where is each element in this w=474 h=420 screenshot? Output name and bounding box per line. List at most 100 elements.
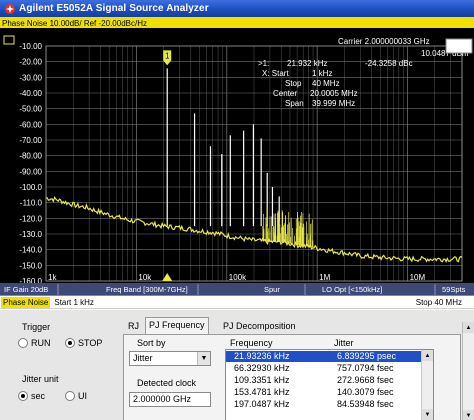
y-tick-label: -90.00 bbox=[19, 167, 42, 176]
window-title: Agilent E5052A Signal Source Analyzer bbox=[19, 3, 209, 14]
y-tick-label: -100.0 bbox=[19, 183, 42, 192]
tab-pj-decomposition[interactable]: PJ Decomposition bbox=[223, 321, 296, 331]
trigger-run-radio[interactable]: RUN bbox=[18, 338, 51, 348]
list-item[interactable]: 21.93236 kHz 6.839295 psec bbox=[226, 351, 421, 362]
measurement-screen[interactable]: Phase Noise 10.00dB/ Ref -20.00dBc/Hz -1… bbox=[0, 17, 474, 295]
readout-value-center: 20.0005 MHz bbox=[310, 89, 358, 98]
list-item-jitter: 6.839295 psec bbox=[337, 351, 397, 361]
x-tick-labels: 1k 10k 100k 1M 10M bbox=[48, 273, 425, 282]
trigger-label: Trigger bbox=[22, 322, 51, 332]
readout-label-center: Center bbox=[273, 89, 297, 98]
pj-frequency-list[interactable]: 21.93236 kHz 6.839295 psec 66.32930 kHz … bbox=[225, 349, 434, 420]
status-if-gain: IF Gain 20dB bbox=[4, 285, 48, 294]
sort-by-label: Sort by bbox=[137, 338, 166, 348]
scale-button[interactable] bbox=[445, 38, 473, 54]
y-tick-label: -110.0 bbox=[20, 199, 43, 208]
panel-scrollbar[interactable]: ▲ ▼ bbox=[462, 322, 474, 420]
list-scrollbar[interactable]: ▲ ▼ bbox=[421, 350, 433, 420]
marker-flag-icon[interactable] bbox=[163, 50, 172, 66]
title-bar: Agilent E5052A Signal Source Analyzer bbox=[0, 0, 474, 17]
x-axis-marker-triangle-icon bbox=[162, 273, 173, 281]
detected-clock-value: 2.000000 GHz bbox=[133, 394, 192, 404]
x-tick-label: 1k bbox=[48, 273, 57, 282]
marker-flag-label: 1 bbox=[165, 51, 170, 60]
readout-value-span: 39.999 MHz bbox=[312, 99, 355, 108]
readout-label-start: X: Start bbox=[262, 69, 289, 78]
y-tick-label: -10.00 bbox=[19, 42, 42, 51]
column-header-frequency: Frequency bbox=[230, 338, 273, 348]
plot-background bbox=[0, 28, 474, 295]
list-item[interactable]: 153.4781 kHz 140.3079 fsec bbox=[226, 387, 421, 398]
y-tick-label: -20.00 bbox=[19, 58, 42, 67]
detected-clock-field: 2.000000 GHz bbox=[129, 392, 211, 407]
status-lo-opt: LO Opt [<150kHz] bbox=[322, 285, 382, 294]
radio-icon bbox=[18, 338, 28, 348]
list-item-jitter: 272.9668 fsec bbox=[337, 375, 394, 385]
x-tick-label: 1M bbox=[319, 273, 330, 282]
readout-value-start: 1 kHz bbox=[312, 69, 332, 78]
trigger-stop-label: STOP bbox=[78, 338, 103, 348]
jitter-panel: Trigger RUN STOP Jitter unit sec UI RJ P… bbox=[0, 309, 474, 420]
readout-label-span: Span bbox=[285, 99, 304, 108]
scroll-down-icon[interactable]: ▼ bbox=[422, 409, 433, 420]
list-item[interactable]: 109.3351 kHz 272.9668 fsec bbox=[226, 375, 421, 386]
noise-trace bbox=[45, 196, 463, 264]
tab-rj[interactable]: RJ bbox=[128, 321, 139, 331]
list-item-jitter: 84.53948 fsec bbox=[337, 399, 394, 409]
jitter-unit-ui-radio[interactable]: UI bbox=[65, 391, 87, 401]
trigger-stop-radio[interactable]: STOP bbox=[65, 338, 102, 348]
scroll-down-icon[interactable]: ▼ bbox=[463, 410, 474, 420]
detected-clock-label: Detected clock bbox=[137, 378, 197, 388]
phase-noise-plot[interactable]: Phase Noise 10.00dB/ Ref -20.00dBc/Hz -1… bbox=[0, 17, 474, 295]
y-tick-label: -120.0 bbox=[19, 214, 42, 223]
scroll-up-icon[interactable]: ▲ bbox=[463, 322, 474, 333]
x-tick-label: 10M bbox=[410, 273, 426, 282]
list-item-frequency: 21.93236 kHz bbox=[234, 351, 290, 361]
noise-trace-fuzz bbox=[262, 208, 314, 248]
tab-pj-frequency[interactable]: PJ Frequency bbox=[145, 317, 209, 334]
scroll-up-icon[interactable]: ▲ bbox=[422, 350, 433, 361]
list-item-jitter: 757.0794 fsec bbox=[337, 363, 394, 373]
trigger-run-label: RUN bbox=[31, 338, 51, 348]
readout-extra-marker: -24.3258 dBc bbox=[365, 59, 413, 68]
y-tick-label: -160.0 bbox=[19, 277, 42, 286]
status-points: 59Spts bbox=[442, 285, 466, 294]
sort-by-select[interactable]: Jitter ▼ bbox=[129, 351, 211, 366]
list-item-frequency: 197.0487 kHz bbox=[234, 399, 290, 409]
y-tick-label: -80.00 bbox=[19, 152, 42, 161]
marker-1[interactable]: 1 bbox=[162, 50, 173, 281]
measurement-name[interactable]: Phase Noise bbox=[1, 296, 51, 308]
sort-by-value: Jitter bbox=[133, 353, 153, 363]
readout-value-marker: 21.932 kHz bbox=[287, 59, 327, 68]
chevron-down-icon: ▼ bbox=[197, 352, 210, 365]
y-tick-label: -40.00 bbox=[19, 89, 42, 98]
readout-label-stop: Stop bbox=[285, 79, 302, 88]
y-tick-label: -60.00 bbox=[19, 120, 42, 129]
start-frequency: Start 1 kHz bbox=[54, 297, 94, 307]
readout-label-marker: >1: bbox=[258, 59, 269, 68]
screen-header-bar bbox=[0, 17, 474, 28]
status-freq-band: Freq Band [300M-7GHz] bbox=[106, 285, 188, 294]
column-header-jitter: Jitter bbox=[334, 338, 354, 348]
status-spur: Spur bbox=[264, 285, 280, 294]
list-item-frequency: 153.4781 kHz bbox=[234, 387, 290, 397]
list-item-frequency: 109.3351 kHz bbox=[234, 375, 290, 385]
x-tick-label: 10k bbox=[138, 273, 152, 282]
spur-lines bbox=[166, 68, 280, 227]
carrier-level: 10.0487 dBm bbox=[421, 49, 469, 58]
list-item[interactable]: 66.32930 kHz 757.0794 fsec bbox=[226, 363, 421, 374]
jitter-unit-label: Jitter unit bbox=[22, 374, 59, 384]
radio-selected-icon bbox=[65, 338, 75, 348]
trace-indicator-icon bbox=[3, 35, 15, 45]
y-tick-label: -130.0 bbox=[19, 230, 42, 239]
jitter-unit-sec-radio[interactable]: sec bbox=[18, 391, 45, 401]
carrier-readout: Carrier 2.000000033 GHz bbox=[338, 37, 430, 46]
y-tick-label: -30.00 bbox=[19, 73, 42, 82]
jitter-unit-ui-label: UI bbox=[78, 391, 87, 401]
marker-readout: >1: 21.932 kHz -24.3258 dBc X: Start 1 k… bbox=[258, 59, 413, 108]
y-tick-label: -70.00 bbox=[19, 136, 42, 145]
status-bar bbox=[0, 283, 474, 295]
list-item[interactable]: 197.0487 kHz 84.53948 fsec bbox=[226, 399, 421, 410]
x-tick-label: 100k bbox=[229, 273, 247, 282]
list-item-frequency: 66.32930 kHz bbox=[234, 363, 290, 373]
